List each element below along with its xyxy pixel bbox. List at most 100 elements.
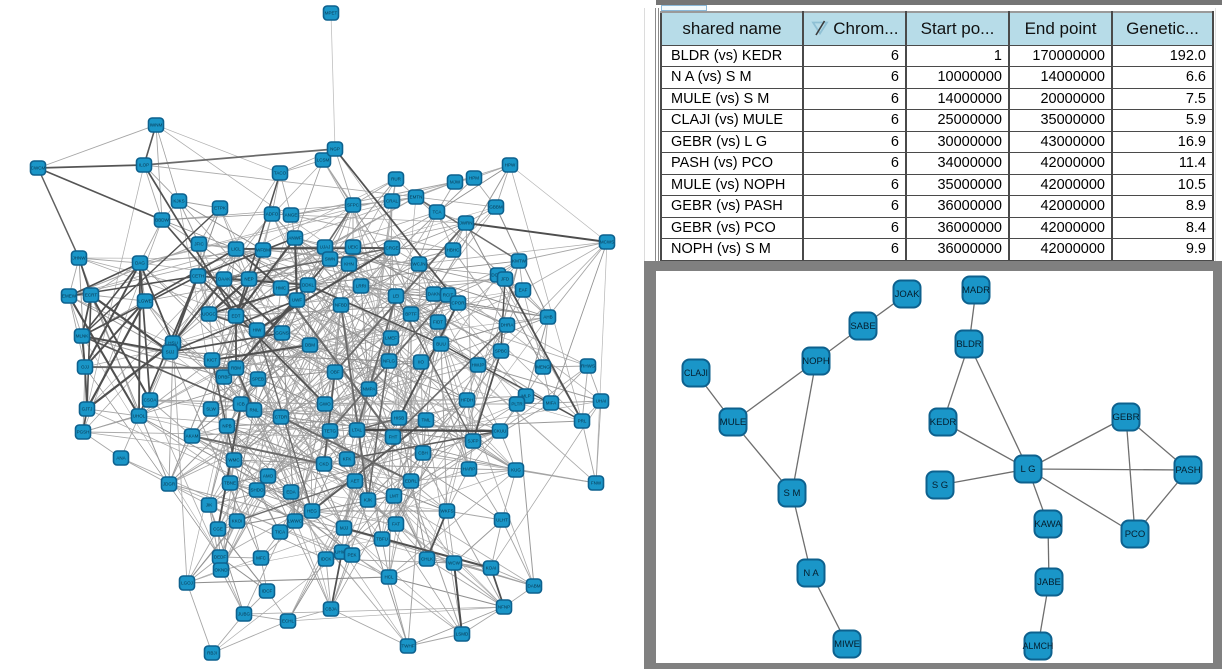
- svg-text:UWF: UWF: [292, 298, 302, 303]
- svg-text:NOPH: NOPH: [802, 356, 830, 367]
- svg-text:OJJ: OJJ: [81, 365, 89, 370]
- svg-text:CLAJI: CLAJI: [684, 368, 708, 378]
- svg-text:MLP: MLP: [521, 394, 530, 399]
- svg-text:RCIT: RCIT: [443, 293, 454, 298]
- svg-text:PCO: PCO: [1125, 529, 1146, 540]
- svg-text:AMO: AMO: [263, 474, 274, 479]
- svg-text:LGOJ: LGOJ: [181, 581, 193, 586]
- svg-text:CBH: CBH: [418, 451, 428, 456]
- svg-text:LTAL: LTAL: [352, 428, 363, 433]
- svg-text:GGNS: GGNS: [275, 331, 288, 336]
- svg-text:KKOI: KKOI: [232, 519, 243, 524]
- svg-text:IIO: IIO: [418, 360, 425, 365]
- svg-text:DRBF: DRBF: [218, 375, 231, 380]
- svg-text:OKND: OKND: [214, 568, 228, 573]
- svg-text:TICA: TICA: [275, 530, 285, 535]
- svg-text:EAF: EAF: [519, 288, 528, 293]
- svg-text:HPM: HPM: [469, 176, 479, 181]
- svg-text:SIJJ: SIJJ: [166, 350, 175, 355]
- svg-text:RHWS: RHWS: [581, 364, 595, 369]
- svg-text:MENG: MENG: [536, 365, 550, 370]
- svg-text:ETPK: ETPK: [214, 206, 226, 211]
- svg-text:JOAK: JOAK: [895, 289, 920, 300]
- svg-text:NFBD: NFBD: [335, 303, 348, 308]
- svg-text:ANWF: ANWF: [288, 236, 301, 241]
- svg-text:EDT: EDT: [232, 314, 241, 319]
- svg-text:JDGR: JDGR: [163, 482, 176, 487]
- svg-text:ALMCH: ALMCH: [1023, 641, 1054, 651]
- svg-text:CHLK: CHLK: [421, 557, 433, 562]
- svg-text:KHN: KHN: [344, 262, 354, 267]
- svg-text:JABE: JABE: [1037, 577, 1061, 588]
- svg-text:S G: S G: [932, 480, 948, 491]
- svg-text:KJKS: KJKS: [173, 199, 184, 204]
- svg-text:LCSM: LCSM: [317, 158, 330, 163]
- svg-text:HCL: HCL: [384, 575, 393, 580]
- svg-text:LGWE: LGWE: [138, 299, 151, 304]
- svg-text:NEP: NEP: [244, 277, 253, 282]
- svg-text:WCW: WCW: [448, 561, 460, 566]
- svg-text:CRAL: CRAL: [386, 199, 399, 204]
- svg-text:MJJ: MJJ: [340, 526, 348, 531]
- svg-text:IDCK: IDCK: [321, 557, 332, 562]
- svg-text:KAWA: KAWA: [1034, 519, 1062, 530]
- svg-text:S M: S M: [784, 488, 801, 499]
- svg-text:HIW: HIW: [253, 328, 263, 333]
- svg-text:MCWS: MCWS: [600, 240, 614, 245]
- svg-text:HISB: HISB: [394, 416, 405, 421]
- svg-text:ICB: ICB: [237, 402, 245, 407]
- svg-text:NGP: NGP: [330, 147, 340, 152]
- svg-text:SPBC: SPBC: [495, 349, 508, 354]
- svg-text:FIDT: FIDT: [433, 320, 443, 325]
- svg-text:NFNP: NFNP: [498, 605, 510, 610]
- svg-text:UHOL: UHOL: [133, 414, 146, 419]
- svg-text:L G: L G: [1021, 464, 1036, 475]
- svg-text:MPET: MPET: [325, 11, 338, 16]
- svg-text:UJAJ: UJAJ: [320, 245, 331, 250]
- svg-text:PGSH: PGSH: [77, 430, 90, 435]
- svg-text:ADFO: ADFO: [266, 212, 279, 217]
- svg-text:PEK: PEK: [347, 553, 356, 558]
- svg-text:CSOA: CSOA: [144, 398, 157, 403]
- svg-text:AET: AET: [351, 479, 360, 484]
- svg-text:LSMD: LSMD: [456, 632, 469, 637]
- svg-text:JIK: JIK: [206, 503, 213, 508]
- svg-text:SPEB: SPEB: [252, 377, 264, 382]
- svg-text:ILOP: ILOP: [139, 163, 149, 168]
- svg-text:TBNE: TBNE: [224, 481, 236, 486]
- svg-text:MADR: MADR: [962, 285, 990, 296]
- svg-text:OAAK: OAAK: [218, 277, 231, 282]
- svg-text:JWRN: JWRN: [460, 221, 473, 226]
- svg-text:WCJN: WCJN: [413, 262, 426, 267]
- svg-text:DAKN: DAKN: [428, 292, 441, 297]
- svg-text:EDA: EDA: [286, 490, 295, 495]
- svg-text:CBJA: CBJA: [325, 607, 337, 612]
- svg-text:MIFA: MIFA: [546, 401, 557, 406]
- svg-text:NPB: NPB: [222, 424, 231, 429]
- svg-text:GJTJ: GJTJ: [82, 407, 93, 412]
- svg-text:BPTF: BPTF: [405, 312, 417, 317]
- svg-text:BBDW: BBDW: [155, 218, 169, 223]
- svg-text:MLNK: MLNK: [76, 334, 89, 339]
- svg-text:CWCM: CWCM: [31, 166, 46, 171]
- svg-text:AKAM: AKAM: [186, 434, 199, 439]
- svg-text:CETH: CETH: [192, 274, 204, 279]
- svg-text:IWNM: IWNM: [150, 123, 163, 128]
- svg-text:MJW: MJW: [450, 180, 461, 185]
- svg-text:JHNW: JHNW: [73, 256, 87, 261]
- svg-text:NMPA: NMPA: [363, 387, 376, 392]
- svg-text:LEI: LEI: [393, 294, 400, 299]
- svg-text:DABM: DABM: [527, 584, 540, 589]
- svg-text:UEIC: UEIC: [348, 245, 360, 250]
- svg-text:EMEW: EMEW: [62, 294, 77, 299]
- svg-text:SWN: SWN: [325, 257, 336, 262]
- svg-text:JFD: JFD: [501, 277, 510, 282]
- svg-text:WKFS: WKFS: [441, 509, 454, 514]
- svg-text:TML: TML: [422, 418, 431, 423]
- svg-text:CKUU: CKUU: [494, 429, 507, 434]
- svg-text:RNL: RNL: [249, 408, 258, 413]
- svg-text:HARP: HARP: [463, 467, 476, 472]
- svg-text:CTDR: CTDR: [275, 415, 288, 420]
- svg-text:DEDF: DEDF: [214, 555, 227, 560]
- svg-text:RUR: RUR: [391, 177, 401, 182]
